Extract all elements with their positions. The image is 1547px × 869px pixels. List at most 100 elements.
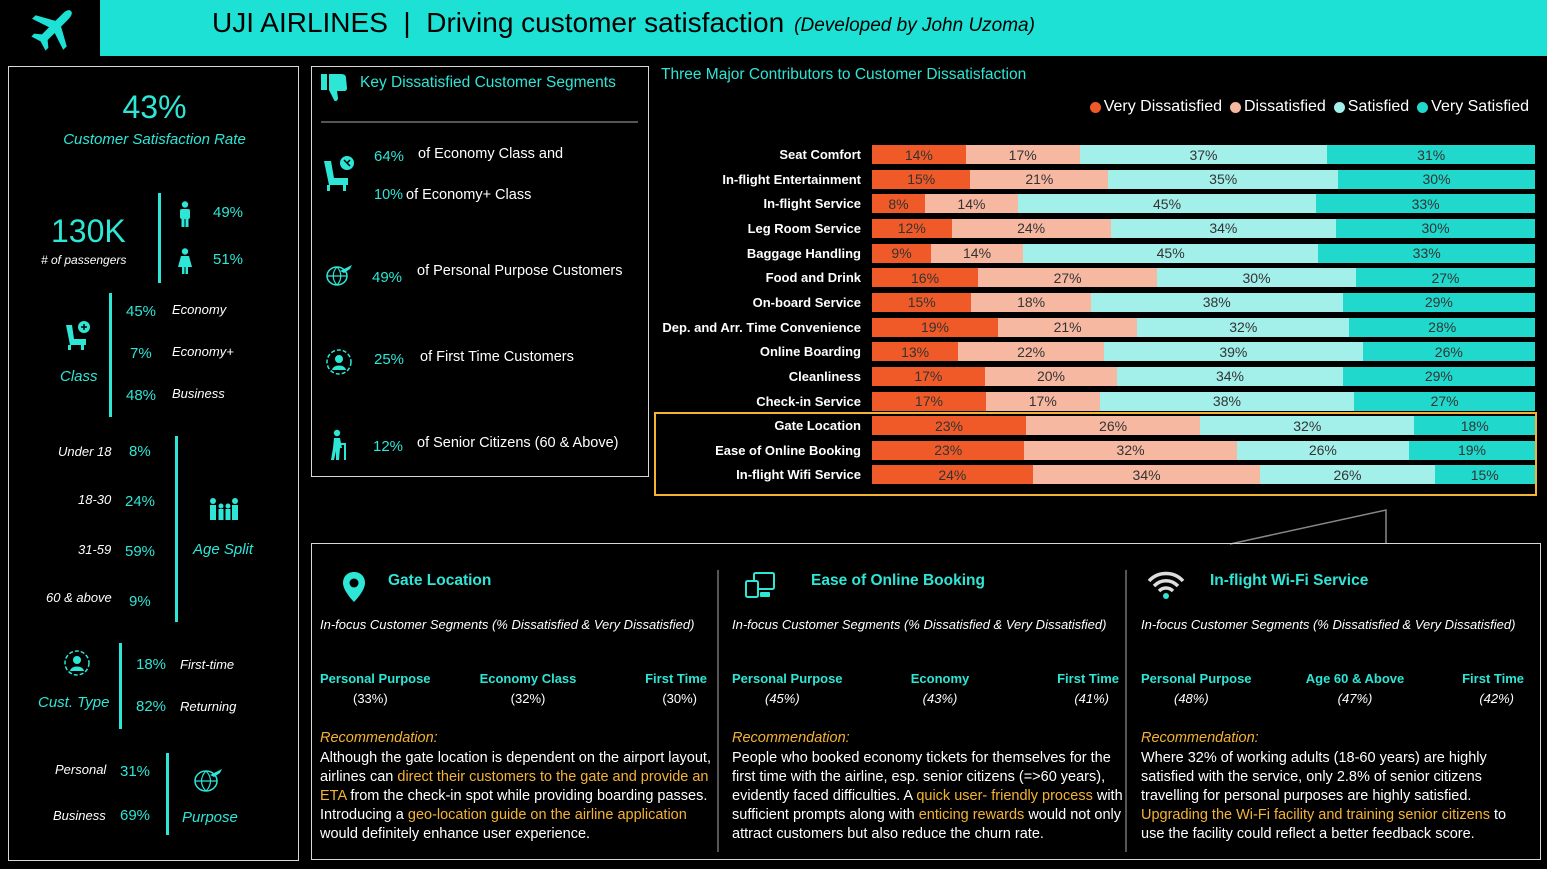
bar-segment: 34%: [1032, 465, 1261, 485]
bar-segment: 45%: [1017, 194, 1317, 214]
purpose-personal-pct: 31%: [120, 763, 151, 780]
segment-pct: (41%): [1074, 691, 1109, 706]
bar-segment: 35%: [1108, 169, 1339, 189]
bar-value-label: 34%: [1209, 220, 1238, 237]
legend-swatch: [1417, 101, 1429, 113]
bar-segment: 23%: [872, 416, 1027, 436]
segment-name: Personal Purpose: [732, 671, 843, 686]
recommendation-text: Although the gate location is dependent …: [320, 750, 711, 785]
legend-label: Satisfied: [1347, 98, 1410, 115]
bar-segment: 18%: [971, 292, 1091, 312]
seg-personal-pct: 49%: [372, 269, 403, 286]
age-under-18-pct: 8%: [129, 443, 151, 460]
bar-segment: 22%: [958, 342, 1105, 362]
family-icon: [210, 498, 238, 520]
bar-value-label: 30%: [1422, 171, 1451, 188]
recommendation-column: Gate Location In-focus Customer Segments …: [320, 544, 718, 861]
age-31-59-pct: 59%: [125, 543, 156, 560]
bar-value-label: 24%: [938, 466, 967, 483]
bar-value-label: 9%: [891, 245, 912, 262]
bar-segment: 34%: [1110, 218, 1337, 238]
recommendation-text: to use the facility could reflect a bett…: [1141, 807, 1507, 842]
satisfaction-rate-label: Customer Satisfaction Rate: [63, 131, 246, 148]
class-business-label: Business: [172, 386, 225, 401]
bar-value-label: 45%: [1156, 245, 1185, 262]
chart-title: Three Major Contributors to Customer Dis…: [661, 66, 1027, 83]
bar-segment: 26%: [1362, 342, 1535, 362]
bar-value-label: 19%: [920, 319, 949, 336]
column-subtitle: In-focus Customer Segments (% Dissatisfi…: [320, 617, 695, 632]
legend-label: Very Satisfied: [1431, 98, 1529, 115]
passengers-value: 130K: [51, 213, 126, 249]
bar-segment: 27%: [978, 268, 1158, 288]
bar-value-label: 33%: [1411, 195, 1440, 212]
category-label: Baggage Handling: [746, 245, 861, 261]
callout-connector: [1230, 509, 1387, 545]
legend-item: Very Satisfied: [1417, 98, 1529, 116]
bar-segment: 17%: [872, 366, 985, 386]
first-time-pct: 18%: [136, 656, 167, 673]
recommendation-text: People who booked economy tickets for th…: [732, 750, 1111, 804]
bar-value-label: 38%: [1202, 294, 1231, 311]
bar-value-label: 30%: [1421, 220, 1450, 237]
bar-value-label: 26%: [1308, 442, 1337, 459]
legend-item: Dissatisfied: [1229, 98, 1326, 116]
category-label: Gate Location: [774, 418, 861, 434]
seg-economy-plus-text: of Economy+ Class: [406, 187, 532, 203]
bar-segment: 37%: [1079, 145, 1328, 164]
wifi-icon: [1147, 570, 1185, 605]
bar-segment: 9%: [872, 243, 932, 263]
category-label: On-board Service: [752, 294, 861, 310]
bar-segment: 27%: [1354, 391, 1535, 411]
bar-value-label: 26%: [1099, 417, 1128, 434]
class-economy-plus-pct: 7%: [130, 345, 152, 362]
legend-swatch: [1333, 101, 1345, 113]
segment-name: Personal Purpose: [320, 671, 431, 686]
returning-label: Returning: [180, 699, 237, 714]
purpose-business-pct: 69%: [120, 807, 151, 824]
segment-name: First Time: [645, 671, 707, 686]
bar-value-label: 37%: [1189, 146, 1218, 163]
bar-value-label: 19%: [1457, 442, 1487, 459]
bar-segment: 17%: [985, 391, 1100, 411]
bar-segment: 8%: [872, 194, 926, 214]
column-subtitle: In-focus Customer Segments (% Dissatisfi…: [732, 617, 1107, 632]
passengers-label: # of passengers: [41, 253, 127, 267]
bar-value-label: 17%: [914, 393, 943, 409]
location-pin-icon: [342, 571, 366, 608]
seg-personal-text: of Personal Purpose Customers: [417, 263, 623, 279]
bar-value-label: 13%: [901, 343, 930, 360]
first-time-label: First-time: [180, 657, 235, 672]
category-label: Ease of Online Booking: [715, 442, 861, 458]
purpose-label: Purpose: [182, 809, 238, 826]
recommendation-column: Ease of Online Booking In-focus Customer …: [732, 544, 1130, 861]
male-icon: [180, 201, 190, 227]
first-time-customer-icon: [326, 349, 352, 375]
bar-segment: 27%: [1355, 268, 1535, 288]
age-60-above-pct: 9%: [129, 593, 151, 610]
bar-value-label: 24%: [1017, 220, 1046, 237]
seg-economy-plus-pct: 10%: [374, 187, 404, 203]
bar-value-label: 27%: [1053, 269, 1082, 286]
bar-value-label: 34%: [1215, 368, 1245, 385]
economy-seat-icon: [324, 156, 354, 191]
bar-value-label: 31%: [1417, 146, 1446, 163]
bar-value-label: 29%: [1424, 294, 1453, 311]
age-31-59-label: 31-59: [78, 542, 112, 557]
bar-value-label: 27%: [1430, 393, 1459, 409]
segment-pct: (43%): [922, 691, 958, 706]
kpi-panel: 43% Customer Satisfaction Rate 130K # of…: [8, 66, 299, 861]
bar-value-label: 14%: [963, 245, 992, 262]
category-label: In-flight Entertainment: [722, 171, 861, 187]
category-label: Online Boarding: [759, 344, 861, 360]
recommendation-label: Recommendation:: [320, 730, 438, 746]
bar-segment: 26%: [1236, 440, 1410, 460]
bar-segment: 21%: [970, 169, 1109, 189]
class-economy-label: Economy: [172, 302, 227, 317]
bar-segment: 18%: [1414, 416, 1535, 436]
bar-segment: 13%: [872, 342, 959, 362]
bar-segment: 26%: [1260, 465, 1435, 485]
category-label: In-flight Wifi Service: [736, 467, 861, 483]
seg-senior-text: of Senior Citizens (60 & Above): [417, 435, 619, 451]
bar-value-label: 32%: [1229, 319, 1258, 336]
